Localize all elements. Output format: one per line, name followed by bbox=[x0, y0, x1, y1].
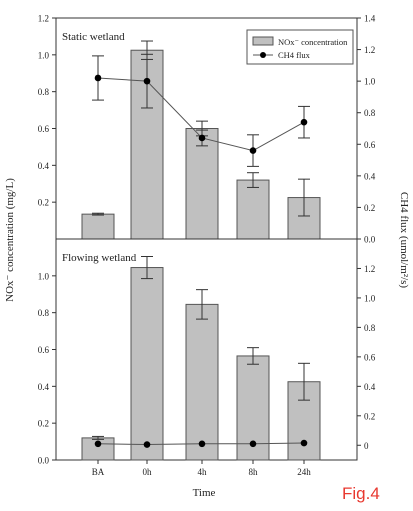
y-tick-label-left: 0.6 bbox=[38, 345, 50, 355]
y-tick-label-right: 0.8 bbox=[364, 108, 376, 118]
x-axis-label: Time bbox=[193, 487, 216, 499]
y-tick-label-left: 0.2 bbox=[38, 198, 49, 208]
legend-label: NOx⁻ concentration bbox=[278, 37, 348, 47]
y-tick-label-left: 0.6 bbox=[38, 124, 50, 134]
line-point bbox=[300, 118, 308, 126]
bar bbox=[185, 303, 219, 461]
y-tick-label-left: 0.4 bbox=[38, 382, 50, 392]
y-axis-label-right: CH4 flux (umol/m²/s) bbox=[398, 192, 410, 289]
y-tick-label-right: 0.0 bbox=[364, 235, 376, 245]
line-point bbox=[143, 441, 151, 448]
legend-swatch-marker bbox=[260, 52, 266, 58]
x-tick-label: 8h bbox=[249, 467, 259, 477]
line-point bbox=[94, 74, 102, 82]
y-tick-label-right: 1.2 bbox=[364, 45, 375, 55]
figure-label: Fig.4 bbox=[342, 484, 380, 503]
bar bbox=[236, 179, 270, 240]
y-tick-label-right: 0.2 bbox=[364, 203, 375, 213]
panel-title: Flowing wetland bbox=[62, 252, 137, 264]
line-point bbox=[143, 77, 151, 85]
line-point bbox=[249, 440, 257, 448]
y-tick-label-right: 1.4 bbox=[364, 14, 376, 24]
y-tick-label-right: 1.0 bbox=[364, 293, 376, 303]
y-tick-label-left: 1.0 bbox=[38, 271, 50, 281]
legend-box bbox=[246, 29, 354, 65]
y-tick-label-left: 0.8 bbox=[38, 87, 50, 97]
legend-swatch-bar bbox=[252, 36, 274, 46]
y-tick-label-right: 0.6 bbox=[364, 352, 376, 362]
line-point bbox=[198, 134, 206, 142]
y-tick-label-right: 0.8 bbox=[364, 323, 376, 333]
y-tick-label-right: 0.4 bbox=[364, 171, 376, 181]
y-tick-label-left: 0.4 bbox=[38, 161, 50, 171]
y-tick-label-right: 0.2 bbox=[364, 411, 375, 421]
x-tick-label: 0h bbox=[143, 467, 153, 477]
line-point bbox=[198, 440, 206, 448]
y-tick-label-left: 1.0 bbox=[38, 50, 50, 60]
x-tick-label: 4h bbox=[198, 467, 208, 477]
y-tick-label-left: 0.8 bbox=[38, 308, 50, 318]
y-tick-label-left: 0.0 bbox=[38, 456, 50, 466]
bar bbox=[130, 267, 164, 461]
line-point bbox=[249, 147, 257, 154]
bar bbox=[81, 213, 115, 240]
y-tick-label-right: 0 bbox=[364, 441, 369, 451]
x-tick-label: BA bbox=[92, 467, 105, 477]
line-point bbox=[300, 439, 308, 447]
y-tick-label-right: 0.6 bbox=[364, 140, 376, 150]
y-tick-label-left: 0.2 bbox=[38, 419, 49, 429]
y-tick-label-right: 1.0 bbox=[364, 77, 376, 87]
x-tick-label: 24h bbox=[297, 467, 311, 477]
y-tick-label-left: 1.2 bbox=[38, 14, 49, 24]
y-axis-label-left: NOx⁻ concentration (mg/L) bbox=[4, 178, 16, 302]
bar bbox=[185, 128, 219, 240]
y-tick-label-right: 1.2 bbox=[364, 264, 375, 274]
line-point bbox=[94, 440, 102, 448]
legend-label: CH4 flux bbox=[278, 50, 311, 60]
panel-title: Static wetland bbox=[62, 31, 125, 43]
y-tick-label-right: 0.4 bbox=[364, 382, 376, 392]
